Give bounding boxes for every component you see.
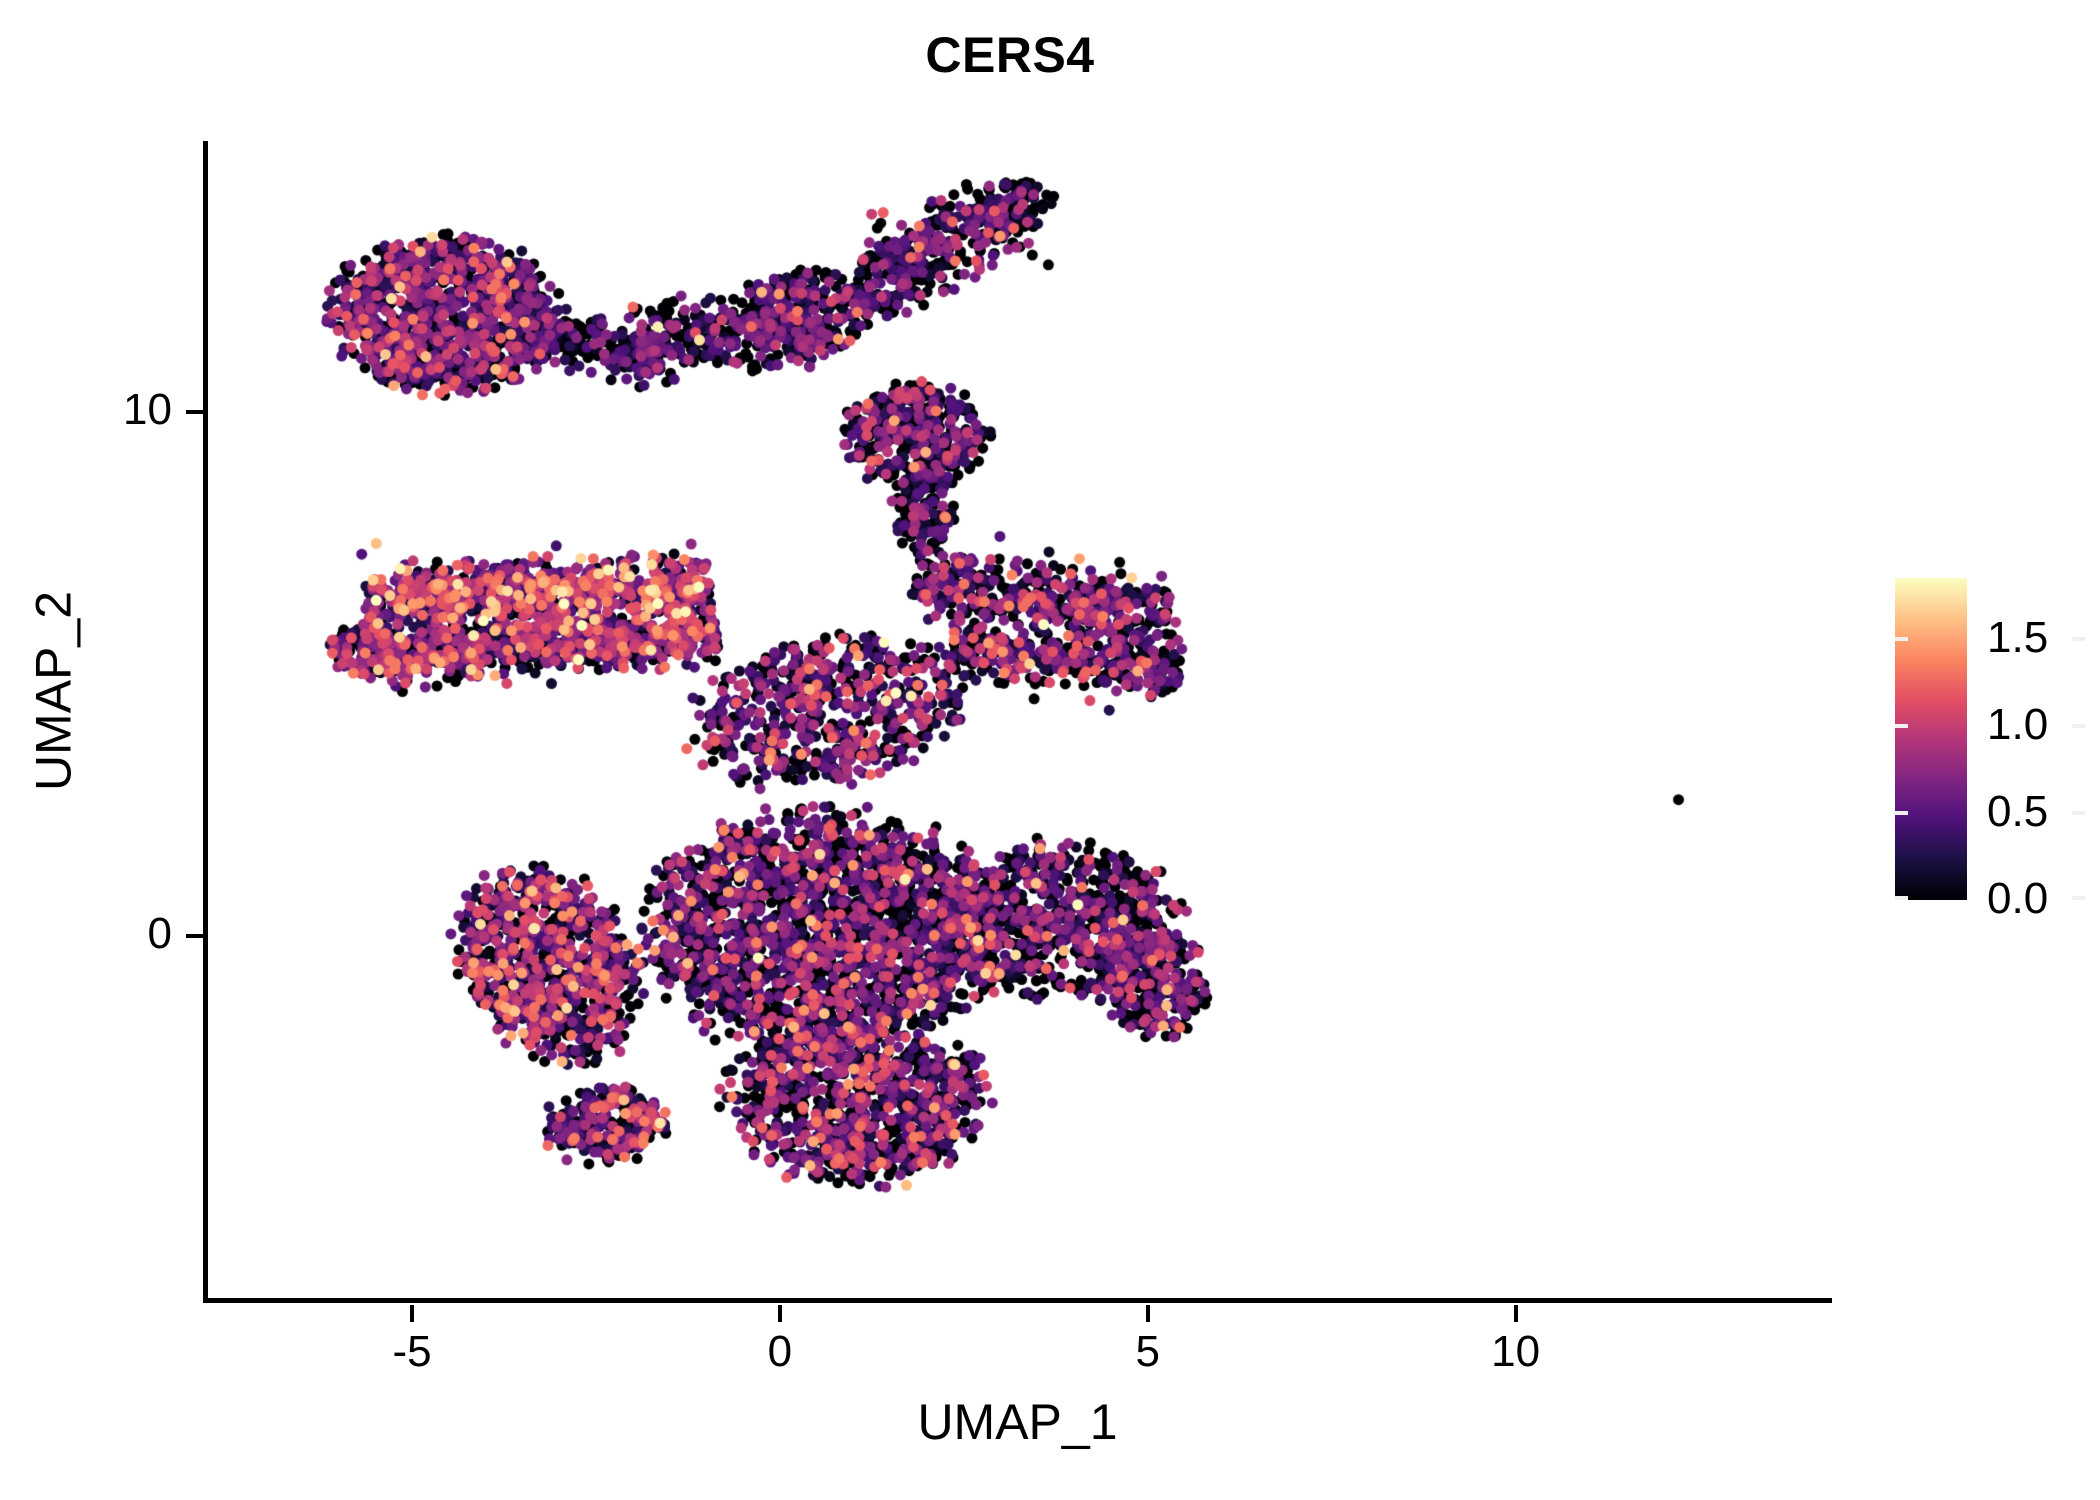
y-tick-label: 0 [147, 908, 172, 958]
scatter-plot-canvas [206, 140, 1832, 1302]
x-tick-mark [1513, 1305, 1518, 1322]
colorbar-tick-mark [1895, 636, 1908, 641]
x-tick-mark [410, 1305, 414, 1322]
colorbar-tick-mark [2072, 723, 2085, 728]
color-legend: 0.0 0.5 1.0 1.5 [1895, 578, 2085, 921]
y-axis-line [203, 141, 208, 1302]
colorbar-tick-mark [2072, 636, 2085, 641]
x-tick-mark [1145, 1305, 1150, 1322]
colorbar-tick-mark [1895, 810, 1908, 815]
colorbar-tick-mark [2072, 810, 2085, 815]
x-tick-label: 0 [767, 1327, 793, 1376]
x-tick-label: 10 [1491, 1327, 1541, 1376]
x-tick-label: 5 [1135, 1327, 1160, 1376]
colorbar-tick-label: 0.5 [1987, 786, 2049, 836]
colorbar-tick-label: 1.0 [1987, 699, 2049, 749]
colorbar-tick-label: 1.5 [1987, 612, 2049, 662]
x-axis-label: UMAP_1 [917, 1394, 1118, 1450]
colorbar-gradient [1895, 578, 1967, 900]
x-tick-mark [777, 1305, 782, 1322]
colorbar-tick-label: 0.0 [1987, 874, 2049, 923]
y-tick-mark [186, 410, 203, 415]
page-title: CERS4 [925, 27, 1095, 83]
y-tick-label: 10 [123, 385, 172, 435]
y-axis-label: UMAP_2 [25, 590, 82, 792]
colorbar-tick-mark [1895, 896, 1908, 900]
x-tick-label: -5 [392, 1327, 432, 1376]
colorbar-tick-mark [1895, 723, 1908, 728]
y-tick-mark [186, 933, 203, 938]
x-axis-line [203, 1298, 1832, 1303]
colorbar-tick-mark [2072, 896, 2085, 900]
